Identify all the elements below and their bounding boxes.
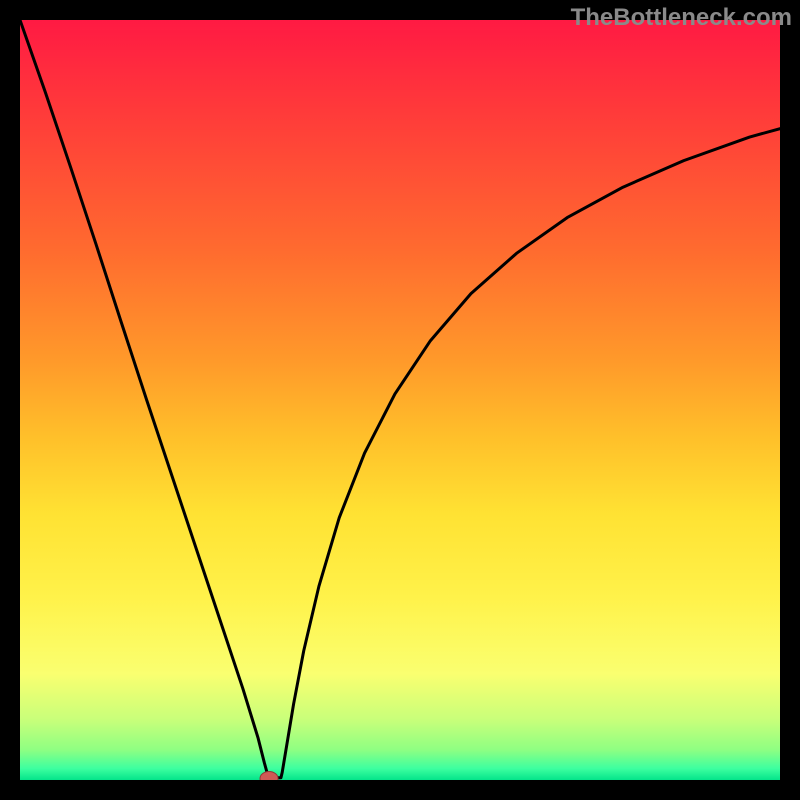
- bottleneck-chart: TheBottleneck.com: [0, 0, 800, 800]
- chart-background: [20, 20, 780, 780]
- watermark-text: TheBottleneck.com: [571, 4, 792, 31]
